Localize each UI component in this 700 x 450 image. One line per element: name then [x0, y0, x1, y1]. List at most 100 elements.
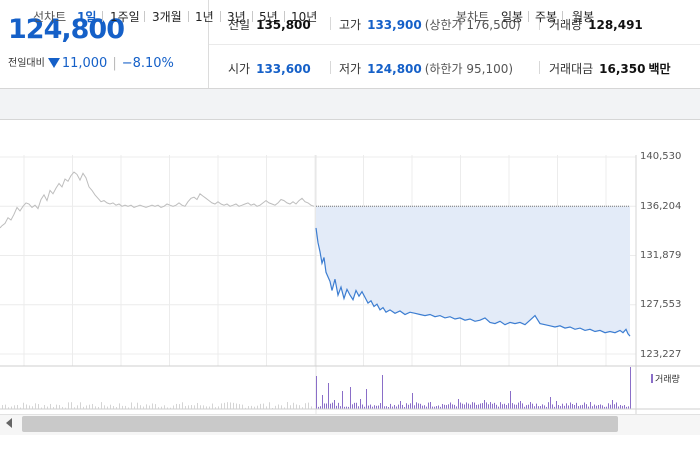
volume-bar	[454, 404, 455, 409]
volume-bar	[380, 403, 381, 409]
volume-bar	[558, 405, 559, 409]
scroll-left-arrow-icon[interactable]	[6, 418, 12, 428]
volume-bar	[74, 407, 75, 409]
volume-bar	[179, 404, 180, 409]
volume-bar	[560, 406, 561, 409]
tab-period-1w[interactable]: 1주일	[110, 10, 140, 24]
volume-bar	[164, 405, 165, 409]
volume-bar	[474, 402, 475, 409]
series-line-today	[315, 227, 631, 337]
change-label: 전일대비	[8, 58, 45, 69]
volume-bar	[215, 407, 216, 409]
volume-bar	[358, 406, 359, 409]
volume-bar	[116, 407, 117, 409]
volume-bar	[410, 403, 411, 409]
tab-candle-monthly[interactable]: 월봉	[572, 10, 595, 24]
volume-bar	[624, 405, 625, 409]
volume-bar	[504, 403, 505, 409]
volume-bar	[462, 403, 463, 409]
stats-divider	[209, 44, 700, 45]
volume-bar	[281, 405, 282, 409]
volume-bar	[176, 403, 177, 409]
lower-limit: (하한가 95,100)	[424, 62, 514, 76]
volume-bar	[506, 405, 507, 409]
volume-bar	[518, 402, 519, 409]
volume-bar	[338, 402, 339, 409]
volume-bar	[233, 402, 234, 409]
volume-bar	[466, 402, 467, 409]
volume-bar	[107, 406, 108, 409]
upper-limit: (상한가 176,500)	[424, 18, 521, 32]
volume-bar	[182, 402, 183, 409]
volume-bar	[524, 406, 525, 409]
divider	[330, 61, 331, 74]
volume-bar	[86, 405, 87, 409]
scrollbar-thumb[interactable]	[22, 416, 618, 432]
volume-bar	[197, 402, 198, 409]
volume-bar	[68, 402, 69, 409]
stat-volume: 거래량 128,491	[549, 16, 643, 33]
volume-bar	[146, 404, 147, 409]
volume-bar	[239, 404, 240, 409]
volume-bar	[510, 391, 511, 409]
volume-bar	[488, 404, 489, 409]
volume-legend: 거래량	[651, 372, 680, 385]
volume-bar	[140, 405, 141, 409]
volume-bar	[206, 406, 207, 409]
volume-bar	[348, 406, 349, 409]
volume-bar	[344, 406, 345, 409]
divider	[284, 11, 285, 22]
volume-bar	[608, 403, 609, 409]
volume-bar	[59, 405, 60, 409]
volume-bar	[257, 405, 258, 409]
divider	[330, 17, 331, 30]
stat-high: 고가 133,900 (상한가 176,500)	[339, 16, 521, 33]
volume-bar	[556, 401, 557, 409]
volume-bar	[394, 404, 395, 409]
volume-bar	[324, 403, 325, 409]
volume-bar	[620, 404, 621, 409]
volume-bar	[584, 402, 585, 409]
volume-bar	[305, 403, 306, 409]
volume-bar	[65, 407, 66, 409]
volume-bar	[600, 404, 601, 409]
tab-candle-daily[interactable]: 일봉	[501, 10, 524, 24]
divider	[252, 11, 253, 22]
volume-bar	[14, 405, 15, 409]
volume-bar	[269, 402, 270, 409]
volume-bar	[384, 406, 385, 409]
y-tick-label: 127,553	[640, 299, 682, 310]
volume-bar	[602, 405, 603, 409]
y-tick-label: 123,227	[640, 349, 682, 360]
tab-period-1y[interactable]: 1년	[195, 10, 214, 24]
tab-period-3y[interactable]: 3년	[227, 10, 246, 24]
volume-bar	[578, 406, 579, 409]
volume-bar	[284, 407, 285, 409]
volume-bar	[32, 406, 33, 409]
volume-bar	[77, 405, 78, 409]
tab-period-1d[interactable]: 1일	[77, 10, 97, 24]
volume-bar	[512, 403, 513, 409]
volume-bar	[17, 404, 18, 409]
volume-bar	[53, 407, 54, 409]
volume-bar	[122, 405, 123, 409]
volume-bar	[514, 404, 515, 409]
stat-label: 거래대금	[549, 62, 594, 76]
volume-bar	[272, 407, 273, 409]
volume-bar	[368, 405, 369, 409]
volume-bar	[570, 402, 571, 409]
volume-bar	[251, 405, 252, 409]
volume-bar	[482, 403, 483, 409]
volume-bar	[320, 406, 321, 409]
volume-bar	[352, 404, 353, 409]
tab-period-3m[interactable]: 3개월	[152, 10, 182, 24]
volume-bar	[263, 403, 264, 409]
tab-period-5y[interactable]: 5년	[259, 10, 278, 24]
volume-bar	[95, 406, 96, 409]
tab-period-10y[interactable]: 10년	[291, 10, 318, 24]
volume-bar	[167, 407, 168, 409]
tab-candle-weekly[interactable]: 주봉	[535, 10, 558, 24]
volume-bar	[612, 400, 613, 409]
volume-bar	[476, 404, 477, 409]
volume-bar	[38, 404, 39, 409]
